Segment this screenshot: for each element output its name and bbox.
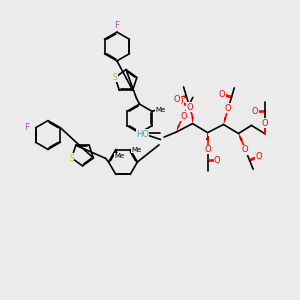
Text: F: F <box>24 123 30 132</box>
Text: S: S <box>69 154 74 163</box>
Text: O: O <box>174 94 180 103</box>
Polygon shape <box>176 125 180 132</box>
Text: HO: HO <box>136 130 149 139</box>
Text: O: O <box>252 107 258 116</box>
Text: Me: Me <box>155 107 166 113</box>
Text: O: O <box>176 97 183 106</box>
Text: O: O <box>219 90 226 99</box>
Text: Me: Me <box>131 146 141 152</box>
Text: Me: Me <box>114 153 124 159</box>
Polygon shape <box>191 117 194 124</box>
Text: O: O <box>204 145 211 154</box>
Text: O: O <box>242 145 249 154</box>
Text: O: O <box>261 119 268 128</box>
Text: O: O <box>186 103 193 112</box>
Text: S: S <box>113 73 118 82</box>
Text: O: O <box>225 103 232 112</box>
Text: O: O <box>255 152 262 161</box>
Polygon shape <box>224 118 226 124</box>
Text: O: O <box>180 112 187 121</box>
Text: F: F <box>114 21 120 30</box>
Text: O: O <box>214 156 220 165</box>
